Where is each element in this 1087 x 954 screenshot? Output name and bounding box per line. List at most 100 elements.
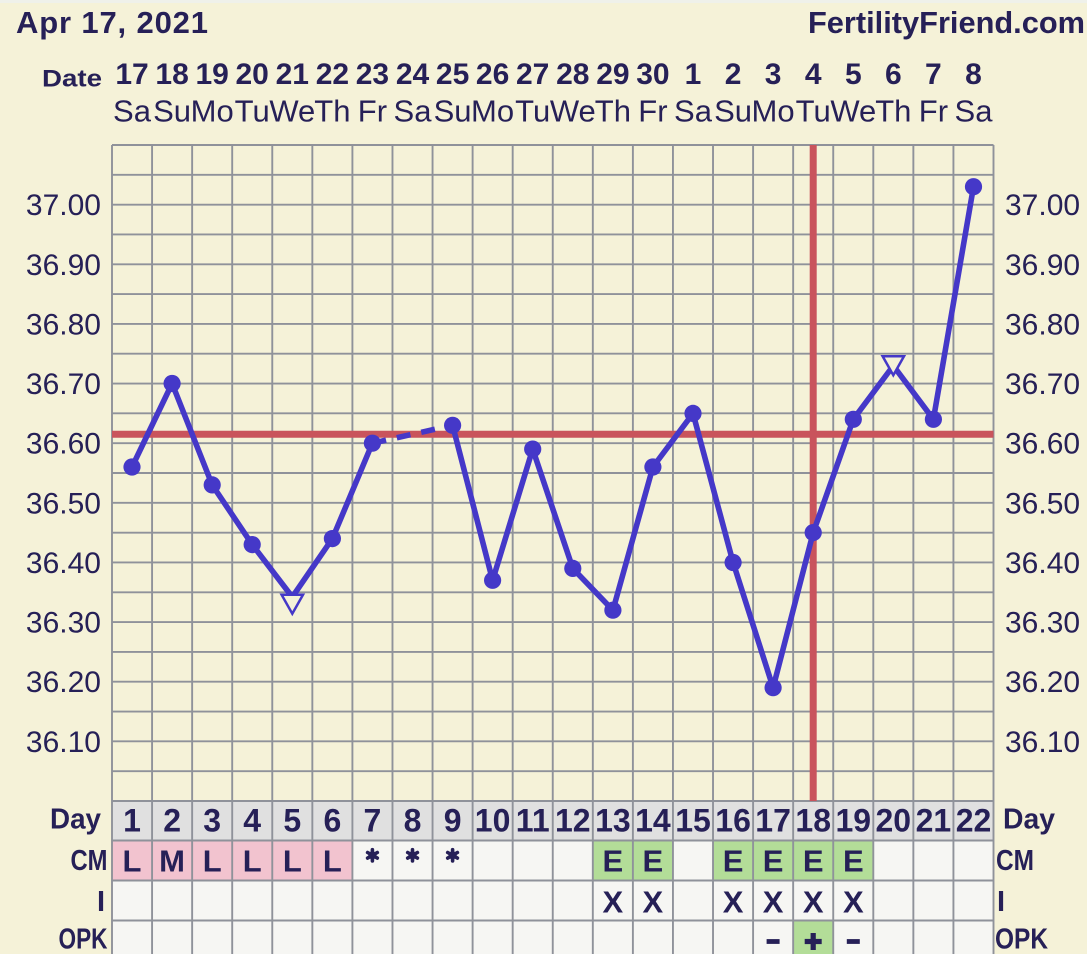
svg-text:5: 5 [283, 803, 301, 839]
svg-text:CM: CM [71, 845, 108, 877]
svg-text:36.40: 36.40 [26, 547, 101, 580]
svg-text:14: 14 [635, 803, 671, 839]
svg-text:7: 7 [925, 58, 942, 91]
svg-text:3: 3 [203, 803, 221, 839]
svg-text:I: I [997, 886, 1005, 918]
svg-text:36.90: 36.90 [26, 249, 101, 282]
svg-text:E: E [603, 844, 624, 879]
svg-text:16: 16 [715, 803, 751, 839]
svg-text:1: 1 [685, 58, 702, 91]
svg-text:6: 6 [885, 58, 902, 91]
svg-text:X: X [843, 885, 864, 920]
svg-text:15: 15 [675, 803, 711, 839]
svg-text:FertilityFriend.com: FertilityFriend.com [808, 5, 1085, 40]
svg-text:36.30: 36.30 [1005, 607, 1080, 640]
svg-text:Sa: Sa [955, 94, 994, 129]
svg-text:Th: Th [595, 94, 631, 129]
svg-text:Mo: Mo [471, 94, 514, 129]
svg-text:E: E [803, 844, 824, 879]
svg-text:18: 18 [155, 58, 188, 91]
svg-text:M: M [159, 844, 185, 879]
svg-text:Mo: Mo [752, 94, 795, 129]
svg-text:8: 8 [965, 58, 982, 91]
svg-text:36.10: 36.10 [26, 726, 101, 759]
svg-text:25: 25 [436, 58, 469, 91]
svg-text:7: 7 [364, 803, 382, 839]
svg-text:E: E [723, 844, 744, 879]
svg-text:X: X [763, 885, 784, 920]
svg-text:24: 24 [396, 58, 430, 91]
svg-text:11: 11 [516, 803, 550, 839]
svg-text:Fr: Fr [638, 94, 667, 129]
svg-text:36.90: 36.90 [1005, 249, 1080, 282]
svg-text:36.80: 36.80 [1005, 308, 1080, 341]
svg-text:X: X [603, 885, 624, 920]
svg-text:12: 12 [555, 803, 591, 839]
svg-text:Tu: Tu [796, 94, 831, 129]
svg-text:Sa: Sa [394, 94, 433, 129]
svg-text:17: 17 [115, 58, 148, 91]
svg-text:Sa: Sa [113, 94, 152, 129]
svg-text:3: 3 [765, 58, 782, 91]
svg-text:L: L [243, 844, 262, 879]
svg-text:21: 21 [276, 58, 309, 91]
svg-text:36.20: 36.20 [26, 666, 101, 699]
svg-text:4: 4 [805, 58, 822, 91]
svg-text:Su: Su [714, 94, 752, 129]
svg-text:Fr: Fr [358, 94, 387, 129]
svg-text:17: 17 [755, 803, 791, 839]
svg-text:Day: Day [50, 804, 101, 836]
svg-text:36.20: 36.20 [1005, 666, 1080, 699]
svg-text:36.80: 36.80 [26, 308, 101, 341]
svg-text:36.50: 36.50 [26, 487, 101, 520]
svg-text:L: L [203, 844, 222, 879]
svg-text:30: 30 [636, 58, 669, 91]
svg-text:29: 29 [596, 58, 629, 91]
svg-text:We: We [550, 94, 596, 129]
svg-text:37.00: 37.00 [26, 189, 101, 222]
svg-text:6: 6 [324, 803, 342, 839]
svg-text:10: 10 [475, 803, 511, 839]
svg-text:L: L [323, 844, 342, 879]
svg-text:36.70: 36.70 [1005, 368, 1080, 401]
svg-text:37.00: 37.00 [1005, 189, 1080, 222]
svg-text:36.70: 36.70 [26, 368, 101, 401]
svg-text:5: 5 [845, 58, 862, 91]
svg-text:E: E [643, 844, 664, 879]
svg-text:36.40: 36.40 [1005, 547, 1080, 580]
svg-text:9: 9 [444, 803, 462, 839]
svg-text:13: 13 [595, 803, 631, 839]
svg-text:Tu: Tu [515, 94, 550, 129]
svg-text:Sa: Sa [674, 94, 713, 129]
svg-text:18: 18 [795, 803, 831, 839]
svg-text:19: 19 [836, 803, 872, 839]
svg-text:Apr 17, 2021: Apr 17, 2021 [16, 5, 208, 40]
svg-text:8: 8 [404, 803, 422, 839]
svg-text:We: We [269, 94, 315, 129]
svg-text:Date: Date [42, 66, 102, 93]
svg-text:28: 28 [556, 58, 589, 91]
svg-text:X: X [643, 885, 664, 920]
svg-text:OPK: OPK [995, 924, 1048, 954]
svg-text:36.60: 36.60 [26, 428, 101, 461]
svg-text:Th: Th [314, 94, 350, 129]
svg-text:2: 2 [725, 58, 742, 91]
svg-text:27: 27 [516, 58, 549, 91]
svg-text:E: E [843, 844, 864, 879]
svg-text:I: I [97, 886, 105, 918]
svg-text:L: L [283, 844, 302, 879]
svg-text:Su: Su [153, 94, 191, 129]
svg-text:4: 4 [243, 803, 261, 839]
svg-text:Mo: Mo [191, 94, 234, 129]
svg-text:Su: Su [434, 94, 472, 129]
svg-text:OPK: OPK [59, 924, 108, 954]
svg-text:CM: CM [996, 845, 1034, 877]
svg-text:Fr: Fr [919, 94, 948, 129]
svg-text:20: 20 [876, 803, 912, 839]
svg-text:36.30: 36.30 [26, 607, 101, 640]
svg-text:20: 20 [236, 58, 269, 91]
svg-text:36.10: 36.10 [1005, 726, 1080, 759]
svg-text:E: E [763, 844, 784, 879]
svg-text:22: 22 [316, 58, 349, 91]
svg-text:Day: Day [1003, 804, 1055, 836]
